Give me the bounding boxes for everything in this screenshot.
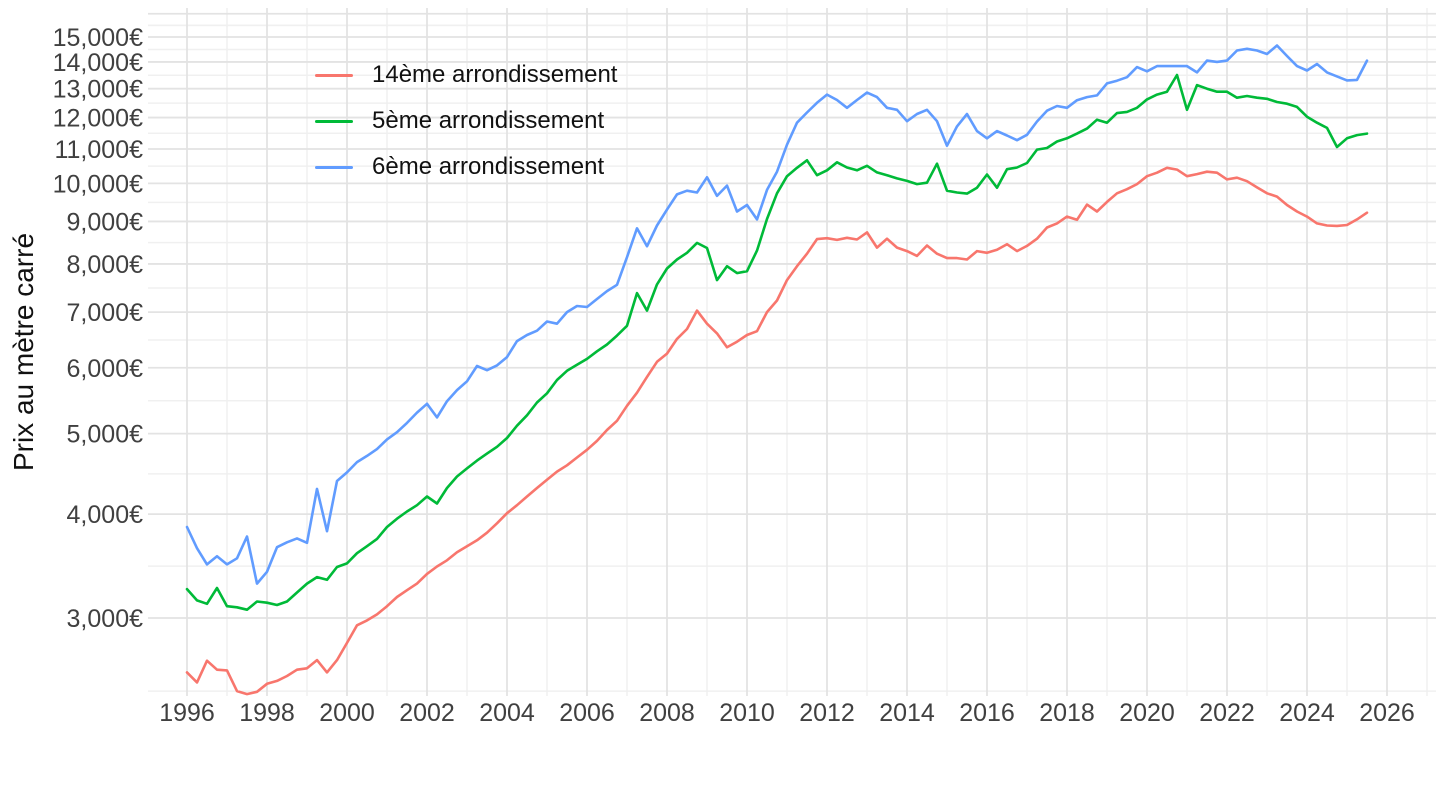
legend: 14ème arrondissement 5ème arrondissement… [315, 52, 617, 190]
series-line-1 [185, 73, 1369, 612]
y-tick-label: 4,000€ [67, 501, 144, 529]
x-tick-label: 2014 [879, 699, 935, 727]
x-tick-label: 2012 [799, 699, 855, 727]
gridlines-major [148, 8, 1436, 696]
legend-item-14eme: 14ème arrondissement [315, 52, 617, 98]
y-tick-label: 3,000€ [67, 605, 144, 633]
x-tick-label: 2026 [1359, 699, 1415, 727]
x-tick-label: 2010 [719, 699, 775, 727]
legend-label-14eme: 14ème arrondissement [372, 61, 618, 88]
legend-label-6eme: 6ème arrondissement [372, 153, 605, 180]
x-tick-label: 2024 [1279, 699, 1335, 727]
legend-item-5eme: 5ème arrondissement [315, 98, 617, 144]
x-tick-label: 2002 [399, 699, 455, 727]
y-tick-label: 6,000€ [67, 355, 144, 383]
y-tick-label: 10,000€ [53, 170, 143, 198]
legend-swatch-14eme [315, 73, 353, 77]
x-tick-label: 2022 [1199, 699, 1255, 727]
y-tick-label: 5,000€ [67, 421, 144, 449]
y-tick-label: 14,000€ [53, 49, 143, 77]
series-line-2 [185, 44, 1369, 585]
x-tick-label: 2008 [639, 699, 695, 727]
y-tick-label: 7,000€ [67, 299, 144, 327]
y-axis-title: Prix au mètre carré [8, 232, 39, 472]
legend-item-6eme: 6ème arrondissement [315, 144, 617, 190]
y-tick-label: 9,000€ [67, 208, 144, 236]
x-tick-label: 2006 [559, 699, 615, 727]
y-tick-label: 13,000€ [53, 76, 143, 104]
x-tick-label: 2020 [1119, 699, 1175, 727]
axis-tick-labels: 3,000€ 4,000€ 5,000€ 6,000€ 7,000€ 8,000€ 9,00… [53, 24, 1415, 727]
legend-swatch-6eme [315, 165, 353, 169]
series-line-0 [185, 166, 1369, 696]
x-tick-label: 2016 [959, 699, 1015, 727]
y-tick-label: 12,000€ [53, 105, 143, 133]
x-tick-label: 1996 [159, 699, 215, 727]
x-tick-label: 2000 [319, 699, 375, 727]
x-tick-label: 2018 [1039, 699, 1095, 727]
legend-swatch-5eme [315, 119, 353, 123]
y-tick-label: 15,000€ [53, 24, 143, 52]
x-tick-label: 2004 [479, 699, 535, 727]
y-tick-label: 11,000€ [54, 136, 143, 164]
y-tick-label: 8,000€ [67, 251, 144, 279]
series-lines [185, 44, 1369, 696]
x-tick-label: 1998 [239, 699, 295, 727]
legend-label-5eme: 5ème arrondissement [372, 107, 605, 134]
